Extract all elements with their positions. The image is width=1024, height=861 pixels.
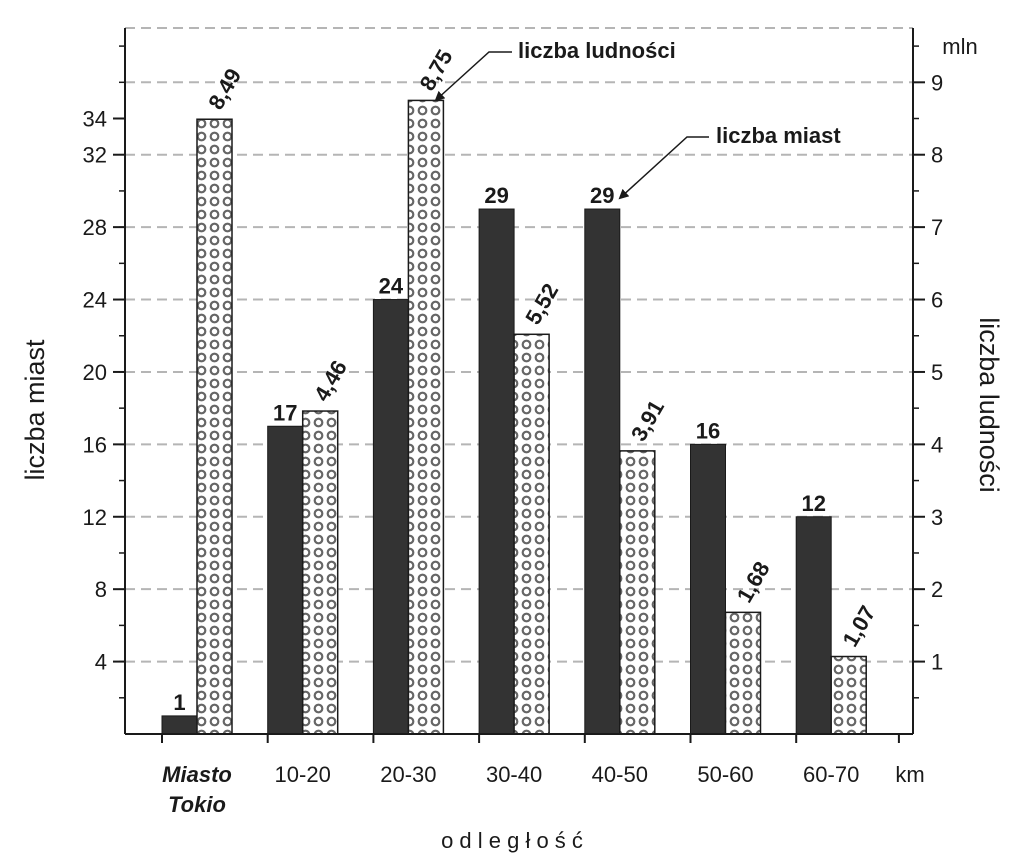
data-label-liczba-miast: 1: [173, 690, 185, 715]
y-tick-label-right: 8: [931, 143, 943, 168]
y-tick-label-left: 12: [83, 505, 107, 530]
data-label-liczba-ludnosci: 8,49: [203, 64, 246, 114]
y-tick-label-right: 6: [931, 288, 943, 313]
x-tick-label: 40-50: [592, 762, 648, 787]
y-unit-right: mln: [942, 34, 977, 59]
y-tick-label-right: 9: [931, 70, 943, 95]
bar-liczba-ludnosci: [724, 611, 762, 735]
y-tick-label-right: 3: [931, 505, 943, 530]
legend-arrow-liczba-ludnosci: [434, 51, 512, 102]
bar-liczba-miast: [267, 425, 304, 735]
y-tick-label-right: 7: [931, 215, 943, 240]
data-label-liczba-miast: 29: [484, 183, 508, 208]
bar-liczba-ludnosci: [619, 450, 656, 735]
x-tick-label: Miasto: [162, 762, 232, 787]
bar-liczba-miast: [161, 715, 198, 735]
y-tick-label-left: 28: [83, 215, 107, 240]
y-tick-label-right: 5: [931, 360, 943, 385]
axes-layer: Miasto Tokio 10-20 20-30 30-40 40-50 50-60 60-7…: [20, 28, 1004, 853]
legend-layer: liczba ludności liczba miast: [434, 38, 841, 200]
y-tick-label-right: 2: [931, 577, 943, 602]
x-tick-label: 50-60: [697, 762, 753, 787]
y-tick-label-left: 24: [83, 288, 107, 313]
x-tick-label: 60-70: [803, 762, 859, 787]
x-tick-label: Tokio: [168, 792, 226, 817]
legend-arrow-liczba-miast: [618, 136, 709, 200]
bar-liczba-ludnosci: [407, 99, 445, 735]
data-label-liczba-miast: 17: [273, 400, 297, 425]
bar-liczba-miast: [690, 443, 726, 735]
x-unit: km: [895, 762, 924, 787]
data-label-liczba-ludnosci: 4,46: [309, 356, 352, 406]
bar-liczba-miast: [478, 208, 515, 735]
y-tick-label-left: 32: [83, 143, 107, 168]
bar-liczba-miast: [372, 299, 409, 735]
data-label-liczba-ludnosci: 1,68: [732, 557, 775, 607]
data-label-liczba-ludnosci: 5,52: [520, 279, 563, 329]
data-label-liczba-miast: 29: [590, 183, 614, 208]
data-label-liczba-miast: 12: [801, 491, 825, 516]
bar-liczba-ludnosci: [513, 333, 550, 735]
bar-liczba-miast: [584, 208, 621, 735]
data-label-liczba-miast: 24: [379, 274, 404, 299]
x-tick-label: 30-40: [486, 762, 542, 787]
bar-liczba-ludnosci: [196, 118, 233, 735]
bars-layer: [161, 99, 867, 735]
y-axis-title-right: liczba ludności: [974, 317, 1004, 493]
y-tick-label-right: 4: [931, 432, 943, 457]
x-tick-label: 20-30: [380, 762, 436, 787]
y-tick-label-left: 8: [95, 577, 107, 602]
data-label-liczba-ludnosci: 3,91: [626, 396, 669, 446]
y-tick-label-left: 20: [83, 360, 107, 385]
y-tick-label-left: 4: [95, 650, 107, 675]
bar-liczba-ludnosci: [301, 410, 339, 735]
data-label-liczba-miast: 16: [696, 418, 720, 443]
bar-liczba-miast: [795, 516, 832, 735]
bar-liczba-ludnosci: [830, 655, 867, 735]
x-tick-label: 10-20: [275, 762, 331, 787]
y-axis-title-left: liczba miast: [20, 339, 50, 481]
x-axis-title: o d l e g ł o ś ć: [441, 828, 583, 853]
y-tick-label-left: 16: [83, 432, 107, 457]
y-tick-label-left: 34: [83, 107, 107, 132]
data-label-liczba-ludnosci: 8,75: [415, 45, 458, 95]
y-tick-label-right: 1: [931, 650, 943, 675]
legend-label-liczba-miast: liczba miast: [716, 123, 841, 148]
data-label-liczba-ludnosci: 1,07: [837, 601, 880, 651]
legend-label-liczba-ludnosci: liczba ludności: [518, 38, 676, 63]
